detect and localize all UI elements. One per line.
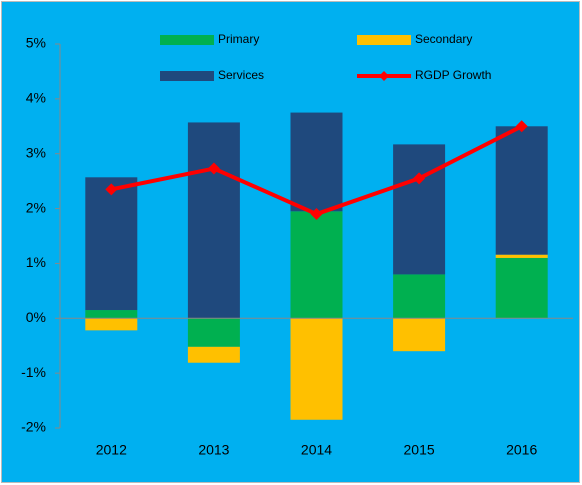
bar [85,310,138,319]
legend-swatch [379,71,389,81]
bar [187,318,240,347]
bar [290,211,343,319]
x-tick-label: 2016 [506,442,537,458]
marker [413,172,426,185]
bar [495,126,548,255]
bar [495,254,548,258]
legend-swatch [160,71,214,81]
bar [290,112,343,212]
x-tick-label: 2014 [301,442,332,458]
bar [85,318,138,331]
legend-label: Services [218,68,264,82]
y-tick-label: 5% [26,35,46,51]
y-tick-label: 2% [26,199,46,215]
marker [515,120,528,133]
marker [310,208,323,221]
bar [187,122,240,319]
legend-label: Secondary [415,32,472,46]
bar [393,144,446,275]
bar [187,346,240,363]
x-tick-label: 2013 [198,442,229,458]
x-tick-label: 2015 [404,442,435,458]
bar [85,177,138,311]
bar [495,257,548,319]
y-tick-label: -1% [21,364,46,380]
marker [207,162,220,175]
y-tick-label: 3% [26,144,46,160]
y-tick-label: 0% [26,309,46,325]
bar [290,318,343,420]
y-tick-label: 1% [26,254,46,270]
bar [393,318,446,352]
x-tick-label: 2012 [96,442,127,458]
y-tick-label: 4% [26,90,46,106]
legend-swatch [357,35,411,45]
marker [105,183,118,196]
y-tick-label: -2% [21,419,46,435]
legend-label: Primary [218,32,259,46]
legend-label: RGDP Growth [415,68,491,82]
bar [393,274,446,319]
legend-swatch [160,35,214,45]
